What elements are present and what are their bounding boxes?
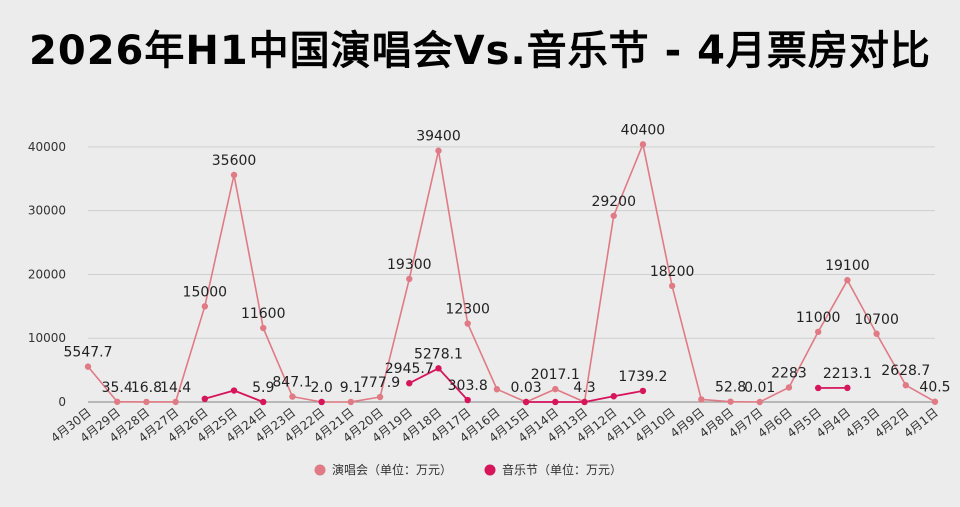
data-label: 35.4: [102, 380, 133, 396]
data-point: [84, 363, 92, 370]
data-label: 40400: [621, 122, 666, 138]
series-layer: [84, 141, 939, 406]
legend-marker: [314, 464, 326, 476]
data-label: 39400: [416, 129, 461, 145]
data-point: [873, 330, 880, 337]
data-label: 19100: [825, 258, 870, 274]
data-point: [814, 328, 822, 336]
data-point: [610, 212, 617, 219]
data-point: [844, 276, 851, 284]
data-labels: 5547.7 35.416.814.4 15000 35600 11600 847.12.…: [64, 122, 951, 396]
y-axis-ticks: 0 10000 20000 30000 40000: [28, 140, 66, 409]
data-point: [902, 382, 909, 389]
data-point: [493, 386, 501, 393]
data-label: 847.1: [272, 375, 312, 391]
data-label: 1739.2: [618, 369, 667, 385]
data-point: [785, 384, 793, 391]
data-point: [230, 387, 238, 394]
data-point: [201, 303, 209, 310]
data-label: 2017.1: [531, 367, 580, 383]
data-point: [464, 396, 471, 404]
data-label: 14.4: [160, 380, 191, 396]
chart-title: 2026年H1中国演唱会Vs.音乐节 - 4月票房对比: [29, 28, 931, 74]
data-point: [143, 398, 150, 406]
legend-label: 音乐节（单位：万元）: [502, 462, 622, 477]
data-point: [230, 171, 238, 179]
y-tick-label: 0: [58, 395, 66, 409]
data-label: 11000: [796, 310, 841, 326]
data-label: 5.9: [252, 380, 274, 396]
legend-label: 演唱会（单位：万元）: [332, 462, 452, 477]
legend-marker: [484, 464, 496, 476]
y-tick-label: 40000: [28, 140, 66, 154]
data-label: 15000: [183, 284, 228, 300]
data-point: [435, 365, 442, 372]
data-point: [522, 398, 530, 406]
x-tick-label: 4月1日: [901, 405, 941, 440]
data-point: [201, 395, 209, 403]
data-label: 2283: [771, 365, 807, 381]
data-point: [698, 396, 705, 403]
data-label: 16.8: [131, 380, 162, 396]
data-label: 5278.1: [414, 346, 463, 362]
data-point: [347, 398, 355, 406]
data-label: 0.03: [511, 380, 542, 396]
data-label: 35600: [212, 153, 257, 169]
data-point: [552, 385, 559, 393]
data-point: [406, 380, 413, 387]
data-point: [318, 398, 325, 406]
data-point: [376, 393, 384, 401]
data-label: 11600: [241, 306, 286, 322]
data-point: [260, 324, 267, 332]
data-point: [639, 141, 647, 148]
data-label: 303.8: [448, 378, 488, 394]
data-point: [639, 387, 647, 395]
data-point: [727, 398, 734, 405]
data-label: 10700: [854, 312, 899, 328]
data-point: [289, 393, 296, 400]
data-label: 9.1: [340, 380, 362, 396]
data-label: 0.01: [744, 380, 775, 396]
data-point: [814, 384, 822, 392]
data-point: [114, 398, 121, 405]
data-point: [406, 275, 413, 283]
data-point: [435, 147, 442, 154]
gridlines: [88, 146, 935, 403]
data-label: 19300: [387, 257, 432, 273]
data-label: 4.3: [573, 380, 595, 396]
data-label: 2628.7: [881, 363, 930, 379]
y-tick-label: 10000: [28, 331, 66, 345]
data-label: 2.0: [311, 380, 333, 396]
series-line: [87, 143, 936, 403]
data-point: [844, 384, 851, 392]
data-point: [610, 393, 617, 400]
data-point: [260, 398, 267, 406]
data-label: 18200: [650, 264, 695, 280]
data-point: [464, 320, 471, 327]
data-point: [668, 282, 676, 290]
data-point: [172, 398, 179, 406]
y-tick-label: 30000: [28, 204, 66, 218]
data-point: [581, 398, 588, 406]
data-label: 2945.7: [385, 361, 434, 377]
data-label: 29200: [591, 194, 636, 210]
x-axis-ticks: 4月30日4月29日4月28日4月27日4月26日4月25日4月24日4月23日…: [48, 405, 941, 445]
data-point: [552, 398, 559, 406]
data-label: 5547.7: [64, 345, 113, 361]
data-label: 12300: [445, 302, 490, 318]
data-point: [931, 398, 939, 405]
legend: 演唱会（单位：万元） 音乐节（单位：万元）: [314, 462, 622, 477]
data-label: 52.8: [715, 380, 746, 396]
data-label: 777.9: [360, 375, 400, 391]
data-point: [756, 398, 763, 406]
data-label: 40.5: [919, 380, 950, 396]
y-tick-label: 20000: [28, 267, 66, 281]
data-label: 2213.1: [823, 366, 872, 382]
